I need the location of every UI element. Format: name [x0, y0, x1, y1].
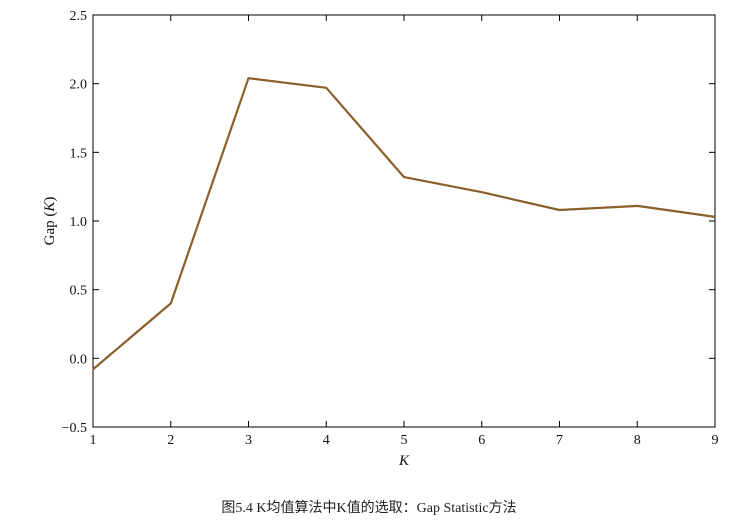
tick-labels: 1 2 3 4 5 6 7 8 9 −0.5 0.0 0.5 1.0 1.5 2.0 2.5 [62, 9, 719, 448]
y-axis-label: Gap (K) [42, 197, 58, 246]
axis-ticks [92, 14, 716, 428]
x-tick-label: 7 [556, 433, 563, 448]
y-tick-label: 0.0 [70, 352, 88, 367]
y-tick-label: 2.5 [70, 9, 88, 24]
x-tick-label: 1 [90, 433, 97, 448]
y-axis-label-variable: K [42, 201, 58, 213]
y-tick-label: −0.5 [62, 421, 87, 436]
series-line [92, 77, 716, 371]
y-axis-label-suffix: ) [42, 197, 58, 202]
y-tick-label: 1.0 [70, 215, 88, 230]
y-tick-label: 0.5 [70, 284, 88, 299]
x-tick-label: 2 [167, 433, 174, 448]
x-axis-label: K [398, 453, 410, 469]
y-axis-label-prefix: Gap ( [42, 212, 58, 246]
y-tick-label: 2.0 [70, 78, 88, 93]
x-tick-label: 6 [478, 433, 485, 448]
x-tick-label: 3 [245, 433, 252, 448]
x-tick-label: 5 [401, 433, 408, 448]
gap-statistic-chart: 1 2 3 4 5 6 7 8 9−0.50.00.51.01.52.02.5 K Gap (K… [42, 9, 719, 469]
y-tick-label: 1.5 [70, 146, 88, 161]
x-tick-label: 8 [634, 433, 641, 448]
plot-frame [92, 14, 716, 428]
figure-caption: 图5.4 K均值算法中K值的选取：Gap Statistic方法 [221, 501, 517, 516]
x-tick-label: 4 [323, 433, 330, 448]
x-tick-label: 9 [712, 433, 719, 448]
